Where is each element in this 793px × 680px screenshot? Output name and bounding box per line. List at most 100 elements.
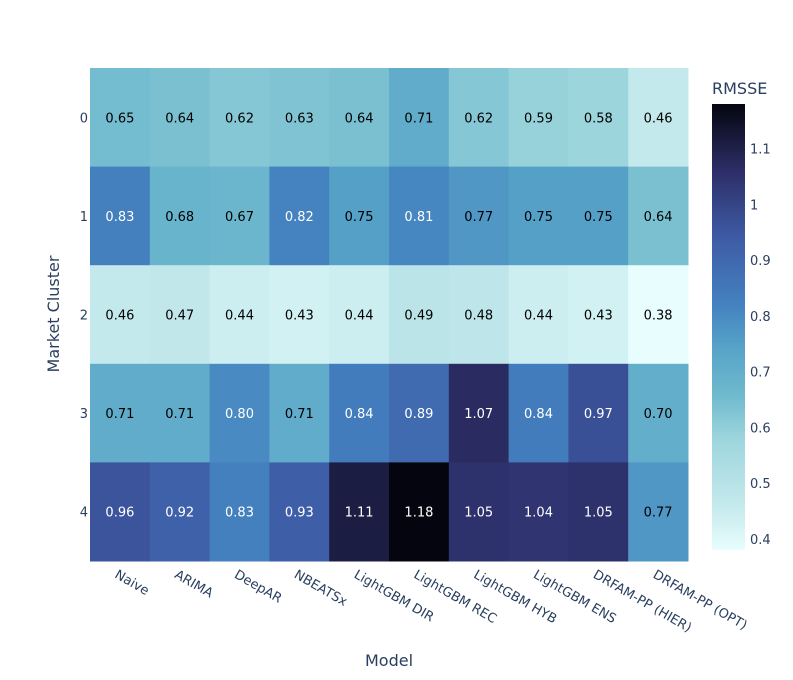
heatmap-cell-label: 0.92	[165, 506, 194, 521]
heatmap-cell	[448, 265, 510, 365]
colorbar-tick-label: 0.6	[750, 421, 771, 436]
heatmap-cell-label: 1.11	[345, 506, 374, 521]
heatmap-cell	[389, 68, 450, 168]
heatmap-cell	[149, 462, 211, 562]
heatmap-cell-label: 0.71	[285, 407, 314, 422]
heatmap-cell-label: 0.77	[644, 506, 673, 521]
heatmap-cell	[568, 68, 629, 168]
heatmap-cell-label: 0.46	[644, 111, 673, 126]
heatmap-cell	[448, 462, 510, 562]
heatmap-cell	[628, 363, 689, 463]
colorbar-tick-label: 0.5	[750, 477, 771, 492]
colorbar-tick-label: 0.9	[750, 254, 771, 269]
heatmap-cell	[269, 363, 330, 463]
y-tick-label: 3	[80, 407, 88, 422]
heatmap-cell	[269, 68, 330, 168]
heatmap-cell-label: 0.71	[404, 111, 433, 126]
heatmap-cell-label: 0.58	[584, 111, 613, 126]
heatmap-cell-label: 0.43	[584, 309, 613, 324]
heatmap-cell-label: 0.62	[464, 111, 493, 126]
heatmap-cell	[329, 265, 390, 365]
heatmap-cell	[209, 68, 270, 168]
heatmap-cell-label: 0.77	[464, 210, 493, 225]
x-tick-label: NBEATSx	[291, 567, 350, 609]
heatmap-cell-label: 0.64	[165, 111, 194, 126]
heatmap-cell-label: 0.43	[285, 309, 314, 324]
x-tick-label: DRFAM-PP (OPT)	[650, 567, 749, 633]
heatmap-cell-label: 0.49	[404, 309, 433, 324]
heatmap-cell-label: 0.47	[165, 309, 194, 324]
heatmap-cell-label: 0.84	[524, 407, 553, 422]
x-tick-label: DRFAM-PP (HIER)	[590, 567, 694, 635]
heatmap-cell-label: 0.70	[644, 407, 673, 422]
heatmap-cell	[149, 265, 211, 365]
heatmap-cell-label: 0.64	[644, 210, 673, 225]
heatmap-cell-label: 0.44	[225, 309, 254, 324]
heatmap-cell	[568, 265, 629, 365]
y-axis-ticks: 0 1 2 3 4	[80, 111, 88, 520]
heatmap-cell	[90, 166, 151, 266]
colorbar-tick-label: 1.1	[750, 143, 771, 158]
heatmap-cell	[508, 265, 569, 365]
heatmap-cell	[90, 265, 151, 365]
heatmap-cell	[329, 462, 390, 562]
heatmap-cell-label: 0.48	[464, 309, 493, 324]
heatmap-cell	[508, 462, 569, 562]
heatmap-cell	[508, 68, 569, 168]
heatmap-cell	[329, 363, 390, 463]
heatmap-cell-label: 0.83	[225, 506, 254, 521]
colorbar-tick-label: 0.8	[750, 310, 771, 325]
heatmap-cell-label: 1.07	[464, 407, 493, 422]
heatmap-cell	[209, 265, 270, 365]
heatmap-cell-label: 0.75	[524, 210, 553, 225]
heatmap-cell	[90, 363, 151, 463]
heatmap-cell-labels: 0.65 0.64 0.62 0.63 0.64 0.71 0.62 0.59 0.58 0.46…	[105, 111, 672, 520]
heatmap-cell-label: 1.18	[404, 506, 433, 521]
heatmap-cell	[90, 68, 151, 168]
heatmap-cell	[269, 166, 330, 266]
heatmap-cell	[389, 363, 450, 463]
heatmap-cell	[568, 462, 629, 562]
heatmap-cell	[209, 462, 270, 562]
heatmap-cell	[508, 363, 569, 463]
heatmap-cell-label: 0.71	[165, 407, 194, 422]
heatmap-cell-label: 0.93	[285, 506, 314, 521]
heatmap-cell-label: 0.83	[105, 210, 134, 225]
y-tick-label: 1	[80, 210, 88, 225]
heatmap-cell-label: 0.96	[105, 506, 134, 521]
y-tick-label: 2	[80, 309, 88, 324]
heatmap-cell-label: 0.81	[404, 210, 433, 225]
x-axis-ticks: Naive ARIMA DeepAR NBEATSx LightGBM DIRLight…	[112, 567, 750, 635]
heatmap-cell	[209, 363, 270, 463]
heatmap-cell-label: 0.75	[345, 210, 374, 225]
heatmap-cell	[389, 265, 450, 365]
x-tick-label: DeepAR	[232, 567, 285, 606]
heatmap-cell	[149, 363, 211, 463]
heatmap-cell-label: 0.75	[584, 210, 613, 225]
heatmap-cell	[209, 166, 270, 266]
heatmap-cell-label: 0.64	[345, 111, 374, 126]
heatmap-cell	[508, 166, 569, 266]
heatmap-cell	[628, 462, 689, 562]
heatmap-cell	[448, 166, 510, 266]
heatmap-cell-label: 0.68	[165, 210, 194, 225]
y-axis-title: Market Cluster	[44, 255, 63, 372]
heatmap-cell-label: 1.05	[584, 506, 613, 521]
heatmap-cell-label: 1.04	[524, 506, 553, 521]
heatmap-cell	[149, 166, 211, 266]
heatmap-cell-label: 0.71	[105, 407, 134, 422]
heatmap-cell-label: 0.67	[225, 210, 254, 225]
heatmap-cell	[448, 68, 510, 168]
x-tick-label: ARIMA	[172, 567, 216, 601]
colorbar-tick-label: 0.4	[750, 533, 771, 548]
y-tick-label: 4	[80, 506, 88, 521]
heatmap-cell-label: 0.63	[285, 111, 314, 126]
heatmap-cell	[90, 462, 151, 562]
heatmap-cell-label: 1.05	[464, 506, 493, 521]
heatmap-cell	[149, 68, 211, 168]
heatmap-cell	[329, 166, 390, 266]
heatmap-cell	[389, 166, 450, 266]
heatmap-cell-label: 0.89	[404, 407, 433, 422]
y-tick-label: 0	[80, 111, 88, 126]
